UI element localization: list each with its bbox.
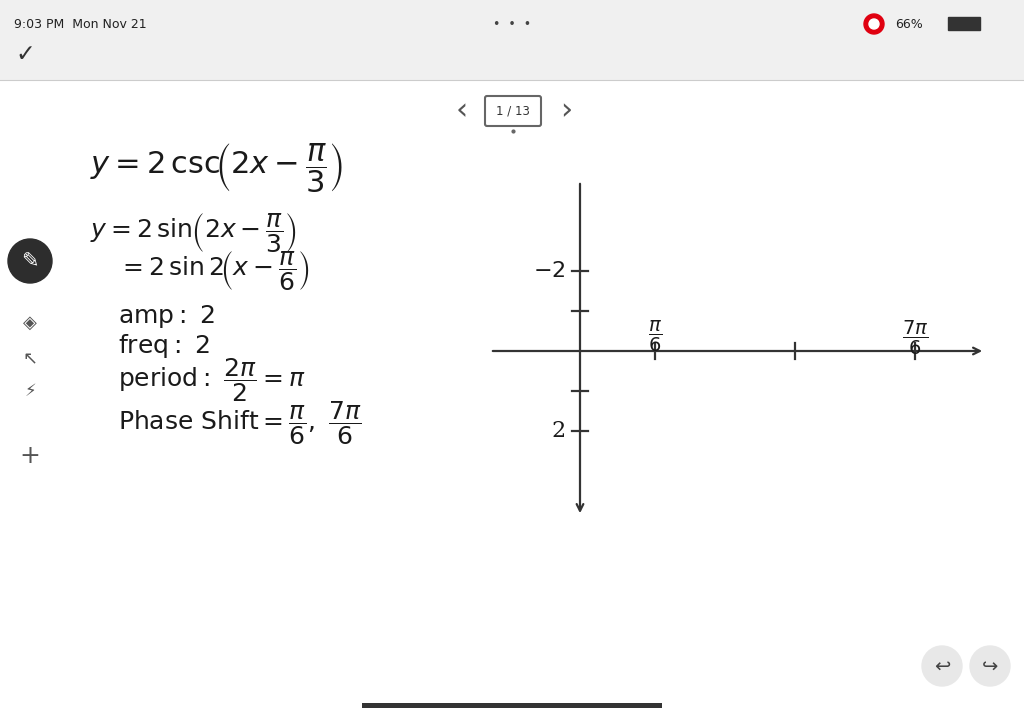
Text: •  •  •: • • • [493, 17, 531, 31]
FancyBboxPatch shape [485, 96, 541, 126]
Text: $= 2\,\sin 2\!\left(x-\dfrac{\pi}{6}\right)$: $= 2\,\sin 2\!\left(x-\dfrac{\pi}{6}\rig… [118, 249, 309, 293]
Text: ↖: ↖ [23, 350, 38, 368]
Bar [0, 80, 1024, 716]
Text: $y = 2\,\mathrm{csc}\!\left(2x-\dfrac{\pi}{3}\right)$: $y = 2\,\mathrm{csc}\!\left(2x-\dfrac{\p… [90, 141, 343, 195]
Circle shape [864, 14, 884, 34]
Text: 1 / 13: 1 / 13 [496, 105, 530, 117]
Text: ↩: ↩ [934, 657, 950, 675]
Circle shape [970, 646, 1010, 686]
Text: ›: › [560, 97, 572, 125]
Circle shape [922, 646, 962, 686]
Text: ⚡: ⚡ [25, 382, 36, 400]
Text: ◈: ◈ [24, 314, 37, 332]
Text: 2: 2 [552, 420, 566, 442]
Text: $y = 2\,\sin\!\left(2x-\dfrac{\pi}{3}\right)$: $y = 2\,\sin\!\left(2x-\dfrac{\pi}{3}\ri… [90, 211, 297, 255]
Text: $\dfrac{7\pi}{6}$: $\dfrac{7\pi}{6}$ [902, 319, 928, 357]
Text: $-2$: $-2$ [534, 260, 566, 282]
Text: ‹: ‹ [456, 97, 468, 125]
Bar [0, 0, 1024, 80]
Text: +: + [19, 444, 40, 468]
Text: $\mathrm{Phase\ Shift} = \dfrac{\pi}{6},\ \dfrac{7\pi}{6}$: $\mathrm{Phase\ Shift} = \dfrac{\pi}{6},… [118, 399, 361, 447]
Text: 66%: 66% [895, 17, 923, 31]
Text: $\dfrac{\pi}{6}$: $\dfrac{\pi}{6}$ [648, 319, 663, 354]
Circle shape [869, 19, 879, 29]
Bar [362, 703, 662, 708]
Text: ✎: ✎ [22, 251, 39, 271]
Text: $\mathrm{amp:}\ 2$: $\mathrm{amp:}\ 2$ [118, 302, 215, 329]
Text: ↪: ↪ [982, 657, 998, 675]
Text: $\mathrm{freq:}\ 2$: $\mathrm{freq:}\ 2$ [118, 332, 210, 360]
Bar [948, 17, 980, 30]
Circle shape [8, 239, 52, 283]
Text: $\mathrm{period:}\ \dfrac{2\pi}{2}=\pi$: $\mathrm{period:}\ \dfrac{2\pi}{2}=\pi$ [118, 356, 306, 404]
Text: 9:03 PM  Mon Nov 21: 9:03 PM Mon Nov 21 [14, 17, 146, 31]
Text: ✓: ✓ [15, 42, 35, 66]
